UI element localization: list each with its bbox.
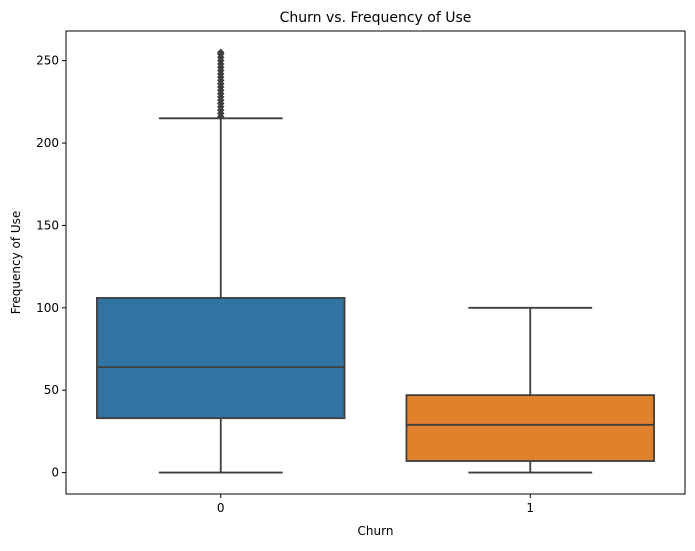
outlier-point bbox=[216, 48, 225, 57]
x-axis-label: Churn bbox=[358, 524, 394, 538]
y-tick-label: 0 bbox=[51, 466, 59, 480]
plot-frame bbox=[65, 30, 686, 495]
x-tick-label: 1 bbox=[526, 501, 534, 515]
y-axis-label: Frequency of Use bbox=[9, 211, 23, 315]
y-tick-label: 150 bbox=[36, 218, 59, 232]
box-iqr bbox=[405, 394, 655, 462]
y-tick-label: 250 bbox=[36, 54, 59, 68]
chart-title: Churn vs. Frequency of Use bbox=[280, 10, 472, 26]
box-iqr bbox=[96, 297, 346, 420]
box-group-0 bbox=[96, 48, 346, 474]
x-tick-label: 0 bbox=[217, 501, 225, 515]
y-tick-label: 200 bbox=[36, 136, 59, 150]
y-tick-label: 50 bbox=[44, 383, 59, 397]
y-tick-label: 100 bbox=[36, 301, 59, 315]
box-group-1 bbox=[405, 306, 655, 474]
